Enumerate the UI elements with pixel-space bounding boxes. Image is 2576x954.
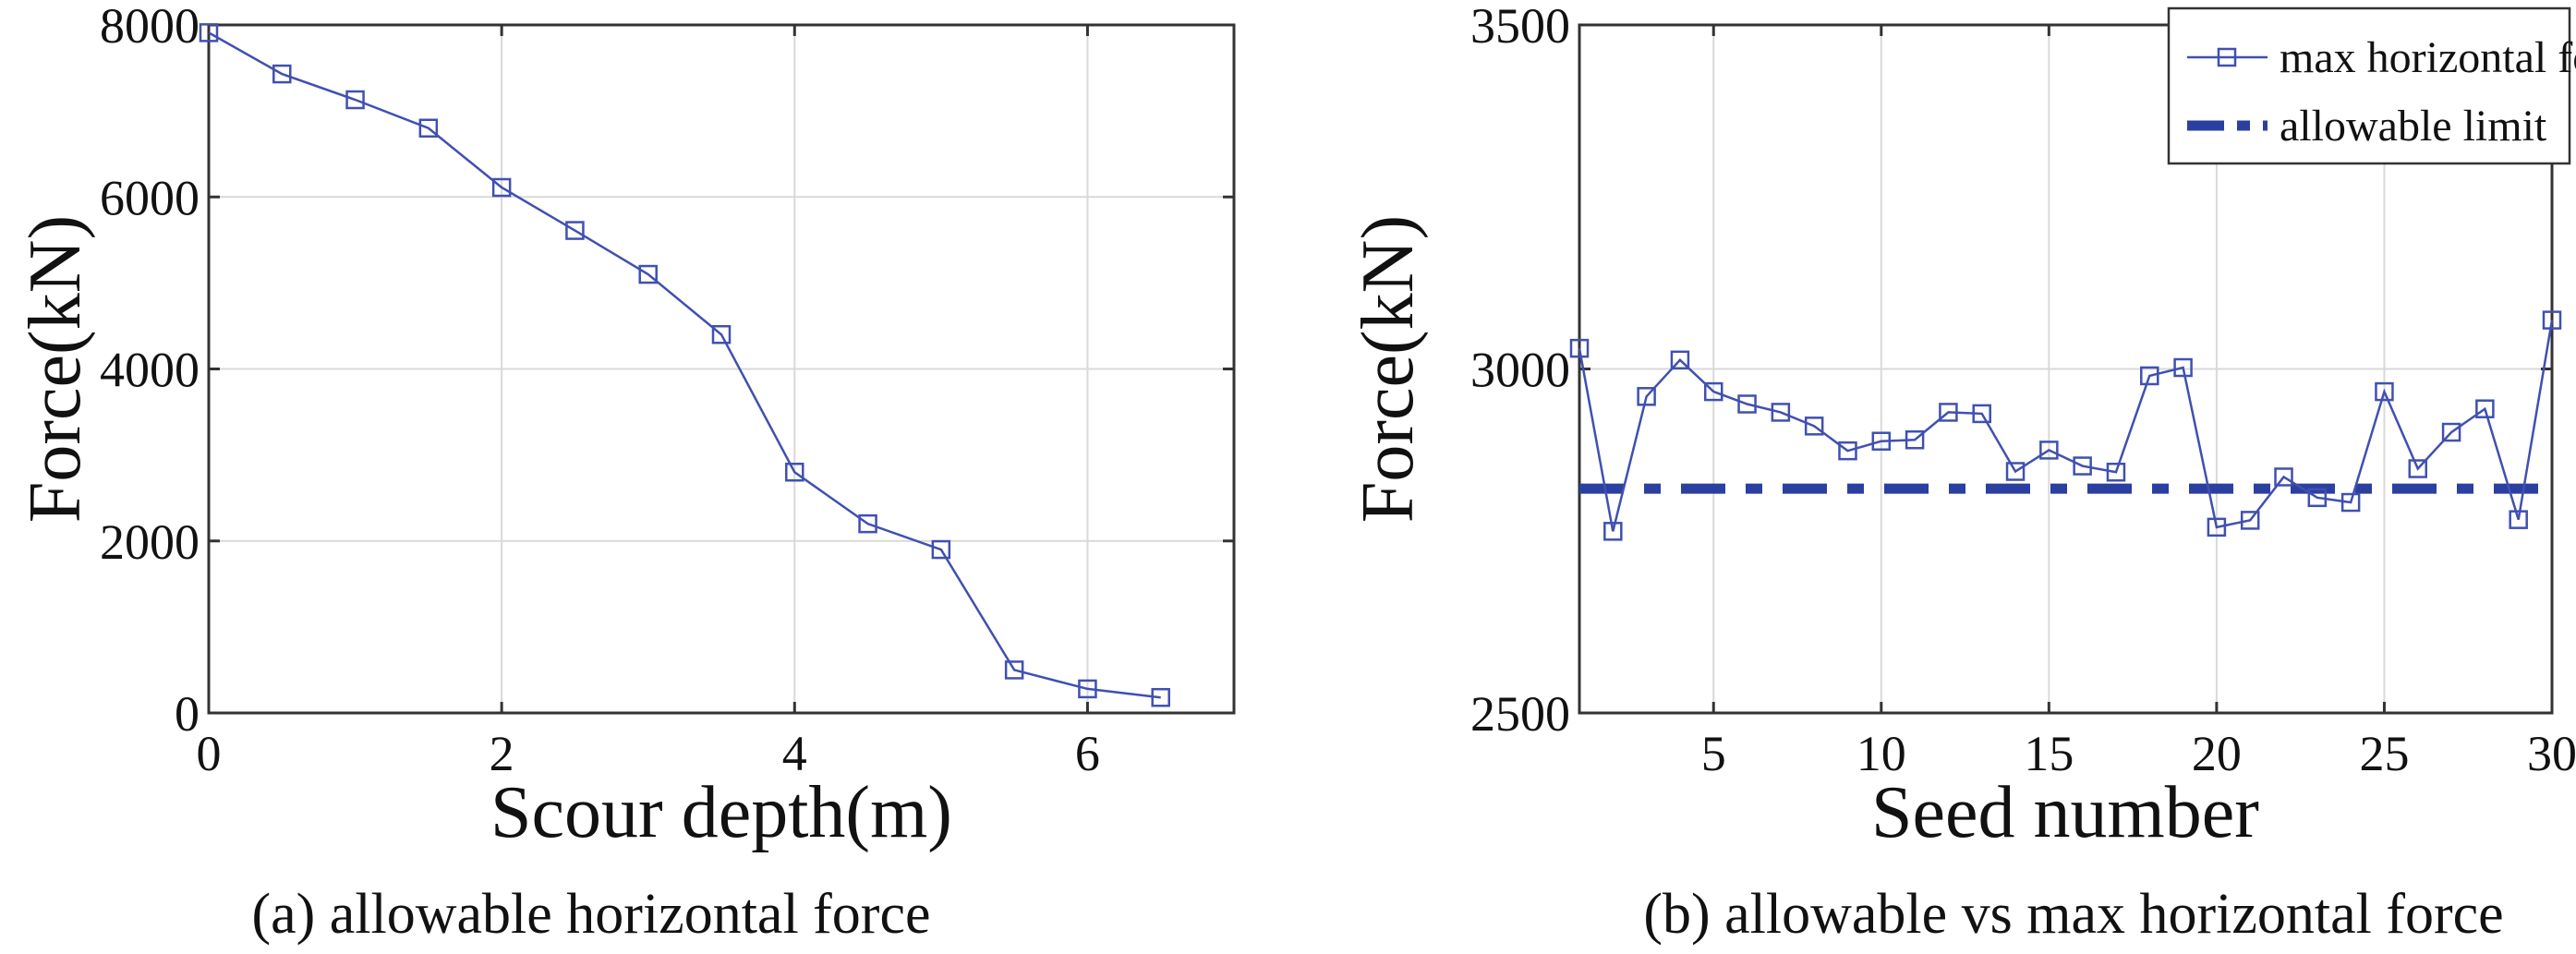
- data-point: [1670, 350, 1690, 370]
- x-tick-label: 10: [1856, 726, 1906, 781]
- data-point: [858, 513, 877, 534]
- data-point: [2005, 462, 2026, 481]
- x-tick-label: 4: [782, 726, 807, 781]
- data-point: [931, 539, 951, 560]
- data-point: [345, 90, 365, 110]
- chart-panel-b: 5 10 15 20 25 30 2500 3000 3500 Seed number Force(…: [1348, 0, 2576, 946]
- y-tick-label: 4000: [100, 343, 200, 398]
- y-tick-label: 8000: [100, 0, 200, 54]
- legend-box: [2167, 6, 2571, 165]
- legend-label-max-force: max horizontal force: [2280, 33, 2576, 82]
- data-point: [2375, 381, 2394, 402]
- data-point: [2173, 357, 2193, 378]
- data-point: [1838, 441, 1857, 461]
- legend-marker: [2217, 47, 2237, 67]
- x-tick-label: 0: [197, 726, 222, 781]
- legend-label-allowable: allowable limit: [2280, 102, 2547, 151]
- data-point: [199, 23, 219, 42]
- data-point: [2240, 511, 2260, 530]
- data-point: [2073, 456, 2092, 476]
- data-point: [491, 177, 512, 198]
- data-point: [1804, 417, 1824, 436]
- x-tick-label: 2: [490, 726, 514, 781]
- x-axis-label: Seed number: [1871, 772, 2259, 853]
- y-tick-label: 3000: [1470, 343, 1570, 398]
- data-point: [2039, 441, 2059, 460]
- data-point: [711, 325, 732, 344]
- data-point: [1603, 522, 1623, 541]
- data-point: [2140, 366, 2159, 386]
- data-point: [1737, 394, 1757, 414]
- x-axis-label: Scour depth(m): [490, 772, 952, 853]
- y-tick-label: 3500: [1470, 0, 1570, 54]
- x-tick-label: 5: [1701, 726, 1726, 781]
- data-point: [2207, 517, 2227, 537]
- data-point: [2475, 399, 2495, 418]
- y-tick-label: 2500: [1470, 686, 1570, 742]
- data-point: [1569, 338, 1590, 358]
- data-point: [1078, 679, 1097, 699]
- legend: max horizontal force allowable limit: [2167, 6, 2576, 165]
- x-tick-label: 6: [1075, 726, 1100, 781]
- y-axis-label: Force(kN): [15, 215, 96, 523]
- x-tick-label: 20: [2192, 726, 2242, 781]
- data-point: [2340, 492, 2361, 513]
- figure-caption: (a) allowable horizontal force: [251, 883, 930, 946]
- data-point: [418, 118, 439, 138]
- data-point: [2441, 422, 2461, 442]
- chart-panel-a: 0 2 4 6 0 2000 4000 6000 8000 Scour depth(m) Force…: [15, 0, 1236, 946]
- data-point: [1151, 687, 1170, 707]
- max-force-line: [1578, 320, 2554, 532]
- data-point: [2106, 463, 2126, 482]
- data-point: [2408, 459, 2428, 478]
- data-point: [1871, 431, 1892, 451]
- data-point: [638, 264, 658, 284]
- y-axis-label: Force(kN): [1348, 215, 1429, 523]
- data-point: [1004, 660, 1024, 680]
- data-point: [2274, 467, 2293, 487]
- x-tick-label: 25: [2359, 726, 2409, 781]
- data-point: [2307, 488, 2328, 508]
- x-tick-label: 15: [2024, 726, 2074, 781]
- data-point: [272, 64, 292, 84]
- figure-caption: (b) allowable vs max horizontal force: [1643, 883, 2503, 946]
- data-point: [565, 221, 585, 240]
- y-tick-label: 2000: [100, 514, 200, 570]
- data-point: [1905, 429, 1925, 450]
- data-point: [2542, 310, 2562, 330]
- data-point: [2509, 510, 2528, 529]
- data-point: [1939, 403, 1958, 422]
- data-point: [1637, 387, 1656, 406]
- series-line: [208, 31, 1161, 699]
- data-point: [785, 463, 804, 482]
- data-point: [1972, 404, 1991, 424]
- data-point: [1771, 403, 1791, 422]
- y-tick-label: 0: [175, 686, 200, 742]
- data-point: [1703, 381, 1723, 402]
- x-tick-label: 30: [2527, 726, 2576, 781]
- y-tick-label: 6000: [100, 170, 200, 225]
